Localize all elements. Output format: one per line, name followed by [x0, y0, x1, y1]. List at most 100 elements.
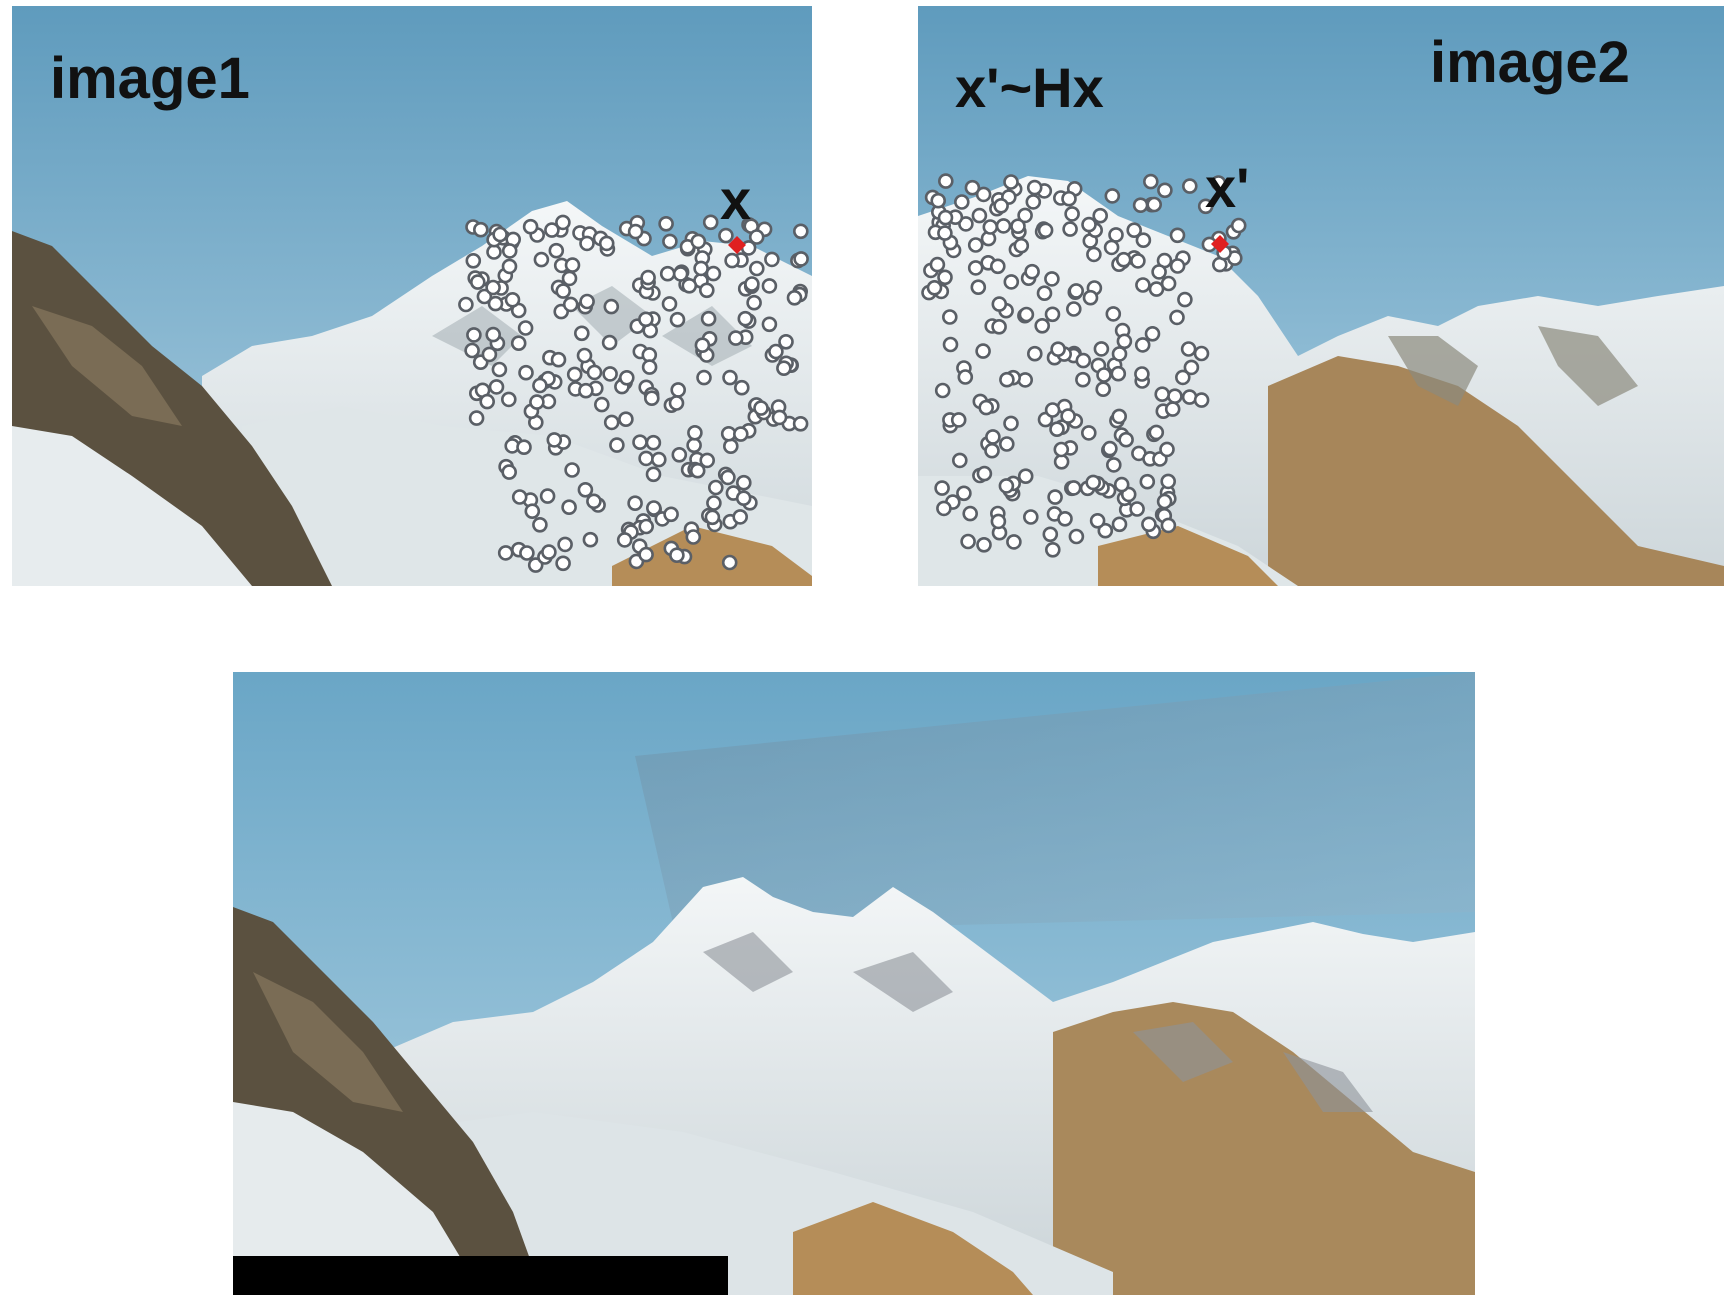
- feature-point: [1049, 421, 1065, 438]
- feature-point: [991, 318, 1007, 335]
- brown-slope: [793, 1202, 1033, 1295]
- feature-point: [1134, 337, 1151, 353]
- feature-point: [1089, 512, 1106, 529]
- feature-point: [929, 256, 946, 273]
- feature-point: [792, 223, 809, 240]
- feature-point: [1118, 431, 1134, 448]
- feature-point: [694, 337, 711, 354]
- feature-point: [638, 546, 654, 563]
- feature-point: [985, 429, 1001, 445]
- feature-point: [627, 495, 643, 512]
- feature-point: [541, 544, 557, 560]
- feature-point: [548, 242, 565, 259]
- feature-point: [1193, 345, 1210, 362]
- feature-point: [761, 278, 778, 294]
- feature-point: [1036, 285, 1053, 302]
- homography-label: x'~Hx: [955, 56, 1104, 119]
- feature-point: [960, 533, 976, 550]
- feature-point: [561, 270, 578, 287]
- feature-point: [564, 462, 580, 478]
- feature-point: [638, 311, 654, 328]
- feature-point: [1095, 381, 1111, 398]
- correspondence-point-x: [728, 236, 746, 254]
- feature-point: [1111, 346, 1128, 362]
- feature-point: [1159, 441, 1175, 458]
- feature-point: [793, 251, 809, 267]
- feature-points-image1: [458, 214, 809, 573]
- feature-point: [586, 364, 603, 381]
- image1-photo: [12, 6, 812, 586]
- feature-point: [627, 223, 644, 240]
- feature-point: [926, 279, 943, 296]
- feature-point: [704, 509, 721, 526]
- left-ridge-rock: [32, 306, 182, 426]
- feature-point: [970, 279, 987, 296]
- feature-point: [532, 377, 548, 394]
- feature-point: [1174, 369, 1191, 386]
- feature-point: [724, 252, 740, 269]
- brown-slope: [1098, 526, 1278, 586]
- feature-point: [550, 351, 567, 368]
- feature-point: [511, 489, 528, 505]
- feature-point: [485, 279, 501, 296]
- feature-point: [937, 209, 954, 226]
- feature-point: [1146, 196, 1162, 213]
- feature-point: [1097, 522, 1114, 539]
- image2-photo: [918, 6, 1724, 586]
- feature-point: [1023, 509, 1039, 525]
- feature-point: [1169, 258, 1186, 274]
- feature-point: [1092, 207, 1108, 224]
- feature-point: [1061, 190, 1077, 207]
- feature-point: [573, 325, 590, 342]
- feature-point: [951, 452, 968, 469]
- feature-point: [768, 343, 784, 360]
- feature-point: [982, 219, 999, 235]
- feature-point: [995, 218, 1012, 234]
- feature-point: [1042, 526, 1059, 543]
- feature-point: [491, 361, 508, 378]
- feature-point: [1027, 345, 1043, 362]
- feature-point: [1230, 217, 1247, 234]
- point-x-label: x: [720, 168, 752, 231]
- left-ridge-snow: [233, 1102, 483, 1295]
- feature-point: [1044, 402, 1061, 418]
- feature-point: [761, 316, 778, 333]
- left-ridge-snow: [12, 426, 252, 586]
- feature-point: [744, 276, 760, 292]
- feature-point: [953, 194, 970, 210]
- feature-point: [671, 446, 688, 463]
- feature-point: [1148, 424, 1165, 441]
- feature-point: [609, 437, 625, 453]
- feature-point: [735, 490, 752, 507]
- feature-point: [1160, 517, 1177, 534]
- feature-point: [687, 424, 703, 441]
- feature-point: [555, 555, 571, 572]
- feature-point: [579, 293, 595, 310]
- feature-point: [699, 452, 716, 469]
- feature-point: [1139, 473, 1156, 490]
- feature-point: [564, 257, 581, 273]
- feature-point: [638, 450, 654, 467]
- feature-point: [990, 258, 1006, 275]
- feature-point: [557, 536, 573, 553]
- feature-point: [792, 415, 809, 432]
- feature-point: [1135, 232, 1152, 248]
- feature-point: [510, 335, 527, 352]
- feature-point: [950, 412, 967, 428]
- feature-point: [603, 414, 620, 431]
- feature-point: [786, 289, 803, 306]
- feature-point: [702, 214, 719, 231]
- correspondence-point-x-prime: [1211, 235, 1229, 253]
- feature-point: [735, 474, 752, 491]
- feature-point: [1034, 317, 1050, 334]
- feature-point: [472, 221, 489, 238]
- feature-point: [1085, 474, 1101, 491]
- feature-points-image2: [921, 173, 1247, 558]
- feature-point: [722, 438, 739, 455]
- feature-point: [1006, 534, 1022, 550]
- feature-point: [1111, 516, 1128, 533]
- feature-point: [1082, 289, 1099, 306]
- feature-point: [468, 410, 485, 426]
- feature-point: [1169, 227, 1186, 244]
- warped-image-boundary: [635, 672, 1475, 932]
